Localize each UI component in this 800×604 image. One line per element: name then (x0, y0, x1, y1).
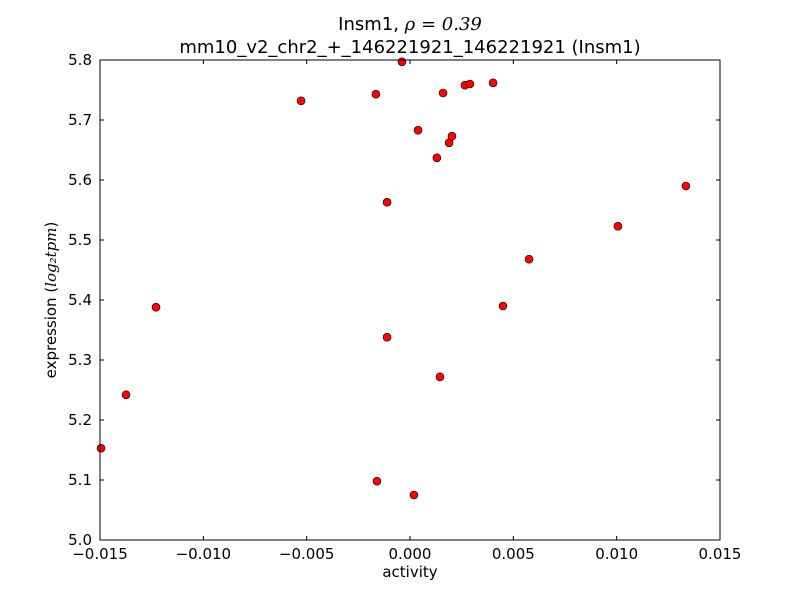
scatter-point (438, 88, 448, 98)
scatter-point (96, 443, 106, 453)
x-tick-label: −0.005 (279, 545, 335, 563)
x-tick-label: −0.015 (72, 545, 128, 563)
y-tick-label: 5.6 (68, 171, 92, 189)
scatter-point (382, 197, 392, 207)
x-tick-label: 0.005 (492, 545, 535, 563)
x-tick-label: −0.010 (176, 545, 232, 563)
scatter-point (613, 221, 623, 231)
y-tick-label: 5.7 (68, 111, 92, 129)
scatter-point (371, 89, 381, 99)
scatter-point (432, 153, 442, 163)
scatter-point (121, 390, 131, 400)
scatter-point (465, 79, 475, 89)
scatter-point (524, 254, 534, 264)
scatter-point (409, 490, 419, 500)
x-tick-label: 0.010 (595, 545, 638, 563)
y-tick-label: 5.0 (68, 531, 92, 549)
scatter-point (296, 96, 306, 106)
x-axis-label: activity (382, 563, 437, 581)
scatter-point (151, 302, 161, 312)
y-tick-label: 5.1 (68, 471, 92, 489)
plot-frame (99, 59, 721, 541)
x-tick-label: 0.015 (699, 545, 742, 563)
scatter-point (447, 131, 457, 141)
y-tick-label: 5.8 (68, 51, 92, 69)
scatter-point (382, 332, 392, 342)
x-tick-label: 0.000 (389, 545, 432, 563)
scatter-point (435, 372, 445, 382)
scatter-point (498, 301, 508, 311)
scatter-point (488, 78, 498, 88)
y-tick-label: 5.3 (68, 351, 92, 369)
chart-title-line2: mm10_v2_chr2_+_146221921_146221921 (Insm… (179, 37, 640, 58)
y-tick-label: 5.5 (68, 231, 92, 249)
scatter-point (397, 57, 407, 67)
y-axis-label: expression (log₂tpm) (42, 222, 60, 379)
scatter-point (372, 476, 382, 486)
y-tick-label: 5.2 (68, 411, 92, 429)
scatter-point (681, 181, 691, 191)
scatter-point (413, 125, 423, 135)
chart-title-line1: Insm1, ρ = 0.39 (338, 14, 482, 35)
y-tick-label: 5.4 (68, 291, 92, 309)
